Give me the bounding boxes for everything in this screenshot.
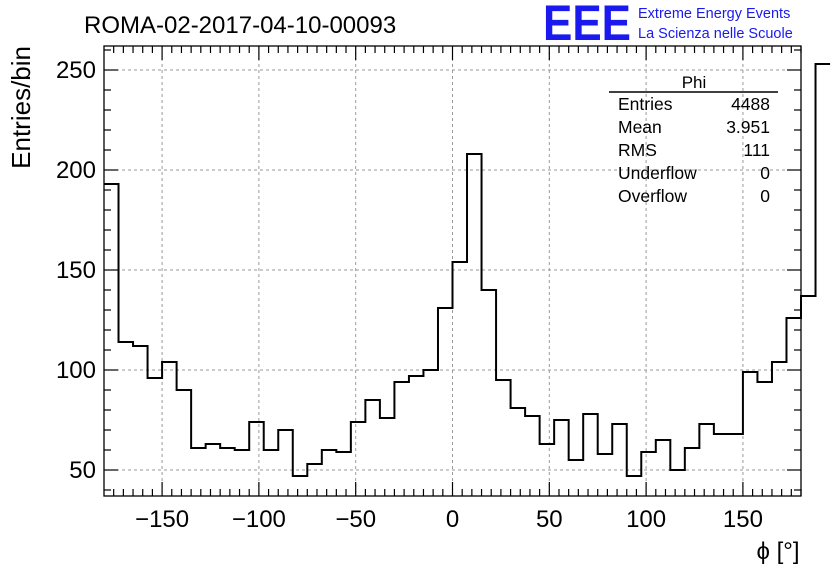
histogram-bin — [133, 346, 148, 496]
histogram-bin — [249, 422, 264, 496]
x-tick-label: 0 — [446, 506, 459, 533]
stats-row-label: Overflow — [618, 186, 687, 206]
histogram-bin — [264, 450, 279, 496]
histogram-bins — [104, 63, 831, 496]
histogram-bin — [627, 476, 642, 496]
histogram-bin — [583, 414, 598, 496]
histogram-bin — [511, 408, 526, 496]
histogram-bin — [772, 362, 787, 496]
histogram-bin — [786, 318, 801, 496]
y-tick-label: 250 — [56, 57, 96, 84]
stats-row-value: 0 — [760, 163, 770, 183]
histogram-bin — [743, 372, 758, 496]
histogram-bin — [685, 448, 700, 496]
axis-ticks — [104, 46, 802, 496]
histogram-bin — [423, 370, 438, 496]
y-tick-label: 150 — [56, 257, 96, 284]
stats-row-label: Mean — [618, 117, 662, 137]
x-tick-label: −50 — [335, 506, 376, 533]
histogram-bin — [162, 362, 177, 496]
y-tick-label: 50 — [69, 457, 96, 484]
histogram-bin — [336, 452, 351, 496]
histogram-bin — [104, 184, 119, 496]
histogram-bin — [177, 390, 192, 496]
x-tick-label: −100 — [232, 506, 286, 533]
stats-rows: Entries 4488 Mean 3.951 RMS 111 Underflow 0 Over… — [618, 94, 770, 206]
histogram-bin — [482, 290, 497, 496]
stats-title: Phi — [682, 73, 707, 92]
y-tick-labels: 50 100 150 200 250 — [56, 57, 96, 484]
x-tick-label: 150 — [723, 506, 763, 533]
histogram-bin — [148, 378, 163, 496]
histogram-bin — [438, 308, 453, 496]
histogram-bin — [307, 464, 322, 496]
x-tick-labels: −150 −100 −50 0 50 100 150 — [135, 506, 763, 533]
y-axis-label: Entries/bin — [6, 46, 36, 169]
histogram-bin — [496, 380, 511, 496]
histogram-bin — [569, 460, 584, 496]
x-axis-label: ϕ [°] — [756, 538, 799, 565]
histogram-bin — [351, 422, 366, 496]
histogram-bin — [278, 430, 293, 496]
logo-line-2: La Scienza nelle Scuole — [638, 26, 793, 42]
histogram-bin — [394, 382, 409, 496]
histogram-bin — [206, 444, 221, 496]
y-tick-label: 200 — [56, 157, 96, 184]
x-tick-label: 50 — [536, 506, 563, 533]
stats-row-value: 0 — [760, 186, 770, 206]
histogram-bin — [757, 382, 772, 496]
histogram-bin — [322, 450, 337, 496]
histogram-bin — [220, 448, 235, 496]
y-tick-label: 100 — [56, 357, 96, 384]
stats-row-label: Underflow — [618, 163, 697, 183]
histogram-bin — [293, 476, 308, 496]
histogram-bin — [598, 454, 613, 496]
histogram-bin — [670, 470, 685, 496]
histogram-bin — [656, 440, 671, 496]
stats-row-value: 111 — [743, 140, 770, 160]
histogram-bin — [816, 64, 831, 496]
histogram-bin — [235, 450, 250, 496]
histogram-bin — [554, 420, 569, 496]
histogram-bin — [525, 416, 540, 496]
histogram-bin — [612, 424, 627, 496]
histogram-bin — [641, 452, 656, 496]
histogram-bin — [380, 418, 395, 496]
stats-box: Phi Entries 4488 Mean 3.951 RMS 111 Underflow 0… — [609, 73, 778, 206]
histogram-bin — [801, 296, 816, 496]
histogram-bin — [728, 434, 743, 496]
histogram-bin — [467, 154, 482, 496]
eee-logo: EEE — [543, 0, 631, 51]
histogram-bin — [119, 342, 134, 496]
logo-line-1: Extreme Energy Events — [638, 6, 790, 22]
histogram-bin — [191, 448, 206, 496]
stats-row-value: 4488 — [731, 94, 770, 114]
stats-row-value: 3.951 — [726, 117, 770, 137]
histogram-bin — [714, 434, 729, 496]
histogram-bin — [453, 262, 468, 496]
stats-row-label: Entries — [618, 94, 673, 114]
x-tick-label: 100 — [626, 506, 666, 533]
stats-row-label: RMS — [618, 140, 657, 160]
histogram-bin — [699, 424, 714, 496]
histogram-bin — [540, 444, 555, 496]
x-tick-label: −150 — [135, 506, 189, 533]
histogram-bin — [365, 400, 380, 496]
histogram-outline — [104, 63, 831, 477]
histogram-bin — [409, 376, 424, 496]
run-title: ROMA-02-2017-04-10-00093 — [84, 12, 396, 39]
